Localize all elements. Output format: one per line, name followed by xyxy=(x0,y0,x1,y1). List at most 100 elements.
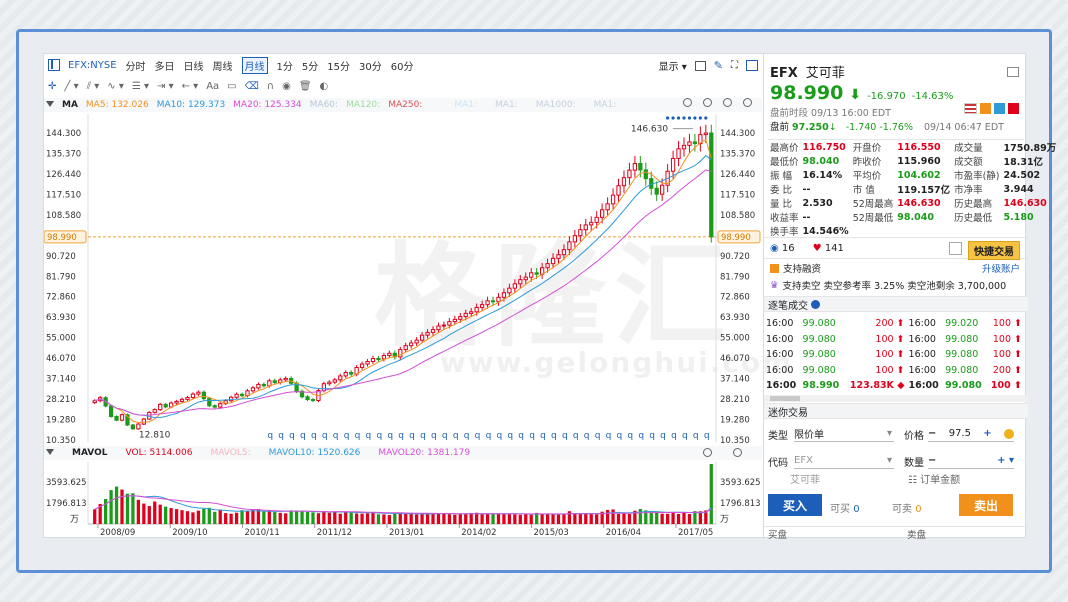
vol-collapse-icon[interactable]: MAVOL xyxy=(46,448,108,458)
fullscreen-icon[interactable]: ⛶ xyxy=(731,60,738,71)
period-1min[interactable]: 1分 xyxy=(276,61,293,73)
session-info: 盘前时段 09/13 16:00 EDT xyxy=(770,108,891,119)
stat-label: 历史最低 xyxy=(954,213,993,224)
info-icon[interactable] xyxy=(811,299,820,309)
volume-bar xyxy=(616,513,621,524)
alert-bell-icon[interactable] xyxy=(949,242,962,255)
dividend-marker: q xyxy=(671,431,677,441)
candle-body xyxy=(349,372,354,375)
candle-body xyxy=(627,169,632,179)
plus-icon[interactable]: + xyxy=(983,428,992,439)
volume-bar xyxy=(622,512,626,524)
period-monthly[interactable]: 月线 xyxy=(241,56,268,74)
quick-trade-button[interactable]: 快捷交易 xyxy=(968,241,1020,260)
wave-tool-icon[interactable]: ∿ ▾ xyxy=(107,80,124,92)
trash-icon[interactable]: 🗑 xyxy=(298,80,312,92)
order-type-select[interactable]: 限价单 ▾ xyxy=(794,426,894,442)
code-select[interactable]: EFX ▾ xyxy=(794,453,894,469)
dividend-marker: q xyxy=(387,431,393,441)
trade-cell: 100 ⬆ xyxy=(875,349,905,361)
candle-body xyxy=(387,352,392,357)
toggle-icon[interactable]: ◐ xyxy=(319,80,329,92)
badge-blue-icon[interactable] xyxy=(994,103,1005,114)
stat-value: 98.040 xyxy=(897,211,934,223)
trades-scrollbar[interactable] xyxy=(764,395,1028,402)
price-stepper[interactable]: − 97.5 + xyxy=(928,426,1014,442)
volume-bar xyxy=(545,513,550,524)
symbol-link[interactable]: EFX:NYSE xyxy=(68,59,117,71)
minus-icon[interactable]: − xyxy=(928,428,937,439)
comment-icon[interactable]: ▭ xyxy=(227,80,237,92)
fib-tool-icon[interactable]: ☰ ▾ xyxy=(131,80,150,92)
candle-body xyxy=(436,325,441,331)
panel-collapse-icon[interactable] xyxy=(1007,67,1019,77)
add-icon[interactable] xyxy=(703,98,712,107)
period-5min[interactable]: 5分 xyxy=(301,61,319,73)
remove-icon[interactable] xyxy=(723,98,732,107)
plus-icon[interactable]: + ▾ xyxy=(997,455,1014,466)
vol-settings-icon[interactable] xyxy=(733,448,742,457)
sidebar-toggle-icon[interactable] xyxy=(746,60,758,71)
ma-collapse-icon[interactable]: MA xyxy=(46,100,78,110)
eraser-icon[interactable]: ⌫ xyxy=(244,80,259,92)
measure-tool-icon[interactable]: ⇥ ▾ xyxy=(157,80,174,92)
period-intraday[interactable]: 分时 xyxy=(125,61,146,73)
trade-cell: 16:00 xyxy=(766,349,794,361)
trade-cell: 16:00 xyxy=(766,333,794,345)
price-volume-chart[interactable]: 144.300 144.300 135.370 135.370 126.440 126.4… xyxy=(44,54,762,539)
period-multiday[interactable]: 多日 xyxy=(154,61,175,73)
period-daily[interactable]: 日线 xyxy=(183,61,204,73)
refresh-icon[interactable] xyxy=(683,98,692,107)
volume-bar xyxy=(147,506,151,524)
period-15min[interactable]: 15分 xyxy=(327,61,351,73)
premarket-change: -1.740 xyxy=(845,122,877,133)
likes[interactable]: ♥ 141 xyxy=(813,243,844,254)
candle-body xyxy=(114,416,119,421)
dividend-marker: q xyxy=(627,431,633,441)
volume-bar xyxy=(202,508,206,524)
stat-label: 平均价 xyxy=(852,171,882,182)
trade-cell: 200 ⬆ xyxy=(992,364,1022,376)
magnet-icon[interactable]: ∩ xyxy=(266,80,275,92)
crosshair-icon[interactable]: ✛ xyxy=(48,80,57,92)
volume-bar xyxy=(284,513,288,524)
sell-button[interactable]: 卖出 xyxy=(959,494,1013,516)
candle-body xyxy=(654,187,659,195)
line-tool-icon[interactable]: ╱ ▾ xyxy=(64,80,79,92)
volume-bar xyxy=(164,506,168,524)
pen-icon[interactable]: ✎ xyxy=(713,59,723,72)
volume-bar xyxy=(382,514,386,524)
period-60min[interactable]: 60分 xyxy=(390,61,414,73)
volume-bar xyxy=(551,513,555,524)
channel-tool-icon[interactable]: ⫽ ▾ xyxy=(86,80,100,92)
qty-stepper[interactable]: − + ▾ xyxy=(928,453,1014,469)
upgrade-link[interactable]: 升级账户 xyxy=(981,264,1020,275)
watchers[interactable]: ◉ 16 xyxy=(770,243,795,254)
volume-bar xyxy=(671,512,675,524)
volume-bar xyxy=(300,511,304,524)
trade-cell: 99.080 xyxy=(802,349,836,361)
scroll-thumb[interactable] xyxy=(770,396,800,401)
buy-button[interactable]: 买入 xyxy=(768,494,822,516)
code-value: EFX xyxy=(794,455,813,466)
text-tool-icon[interactable]: Aa xyxy=(206,80,220,92)
can-buy-label: 可买 xyxy=(830,504,850,515)
price-value[interactable]: 97.5 xyxy=(948,428,971,439)
period-30min[interactable]: 30分 xyxy=(359,61,382,73)
arrow-tool-icon[interactable]: ← ▾ xyxy=(181,80,199,92)
panel-toggle-icon[interactable] xyxy=(48,59,60,71)
vol-close-icon[interactable] xyxy=(703,448,712,457)
badge-red-icon[interactable] xyxy=(1008,103,1019,114)
display-menu[interactable]: 显示 ▾ xyxy=(658,62,687,73)
volume-bar xyxy=(333,512,337,524)
minus-icon[interactable]: − xyxy=(928,455,937,466)
badge-orange-icon[interactable] xyxy=(980,103,991,114)
layout-icon[interactable] xyxy=(694,60,706,71)
settings-icon[interactable] xyxy=(743,98,752,107)
period-weekly[interactable]: 周线 xyxy=(212,61,233,73)
candle-body xyxy=(621,177,627,187)
candle-body xyxy=(600,209,605,218)
trade-cell: 200 ⬆ xyxy=(875,318,905,330)
eye-icon[interactable]: ◉ xyxy=(282,80,291,92)
dividend-marker: q xyxy=(278,431,284,441)
